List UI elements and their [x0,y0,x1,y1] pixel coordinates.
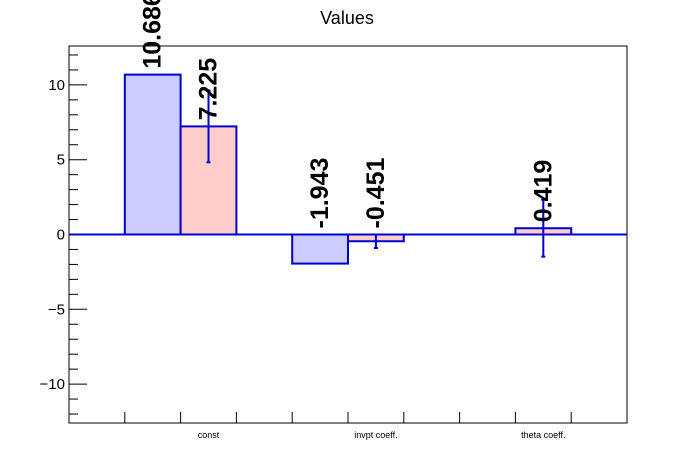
x-category-label: const [198,430,220,440]
x-category-label: invpt coeff. [354,430,397,440]
y-tick-label: 5 [57,152,65,169]
y-tick-label: 0 [57,227,65,244]
y-tick-label: 10 [48,77,65,94]
value-label: 7.225 [195,58,223,121]
bar [291,233,350,265]
value-label: -0.451 [362,158,390,229]
value-label: 0.419 [529,160,557,223]
chart-title: Values [320,8,374,28]
value-label: 10.686 [139,0,167,69]
bar [123,73,182,236]
plot-area: −10 −5 0 5 10 const invpt coeff. theta coeff. 10… [40,0,628,440]
y-tick-label: −5 [48,301,65,318]
y-tick-label: −10 [40,376,65,393]
value-label: -1.943 [306,158,334,229]
x-category-label: theta coeff. [521,430,565,440]
